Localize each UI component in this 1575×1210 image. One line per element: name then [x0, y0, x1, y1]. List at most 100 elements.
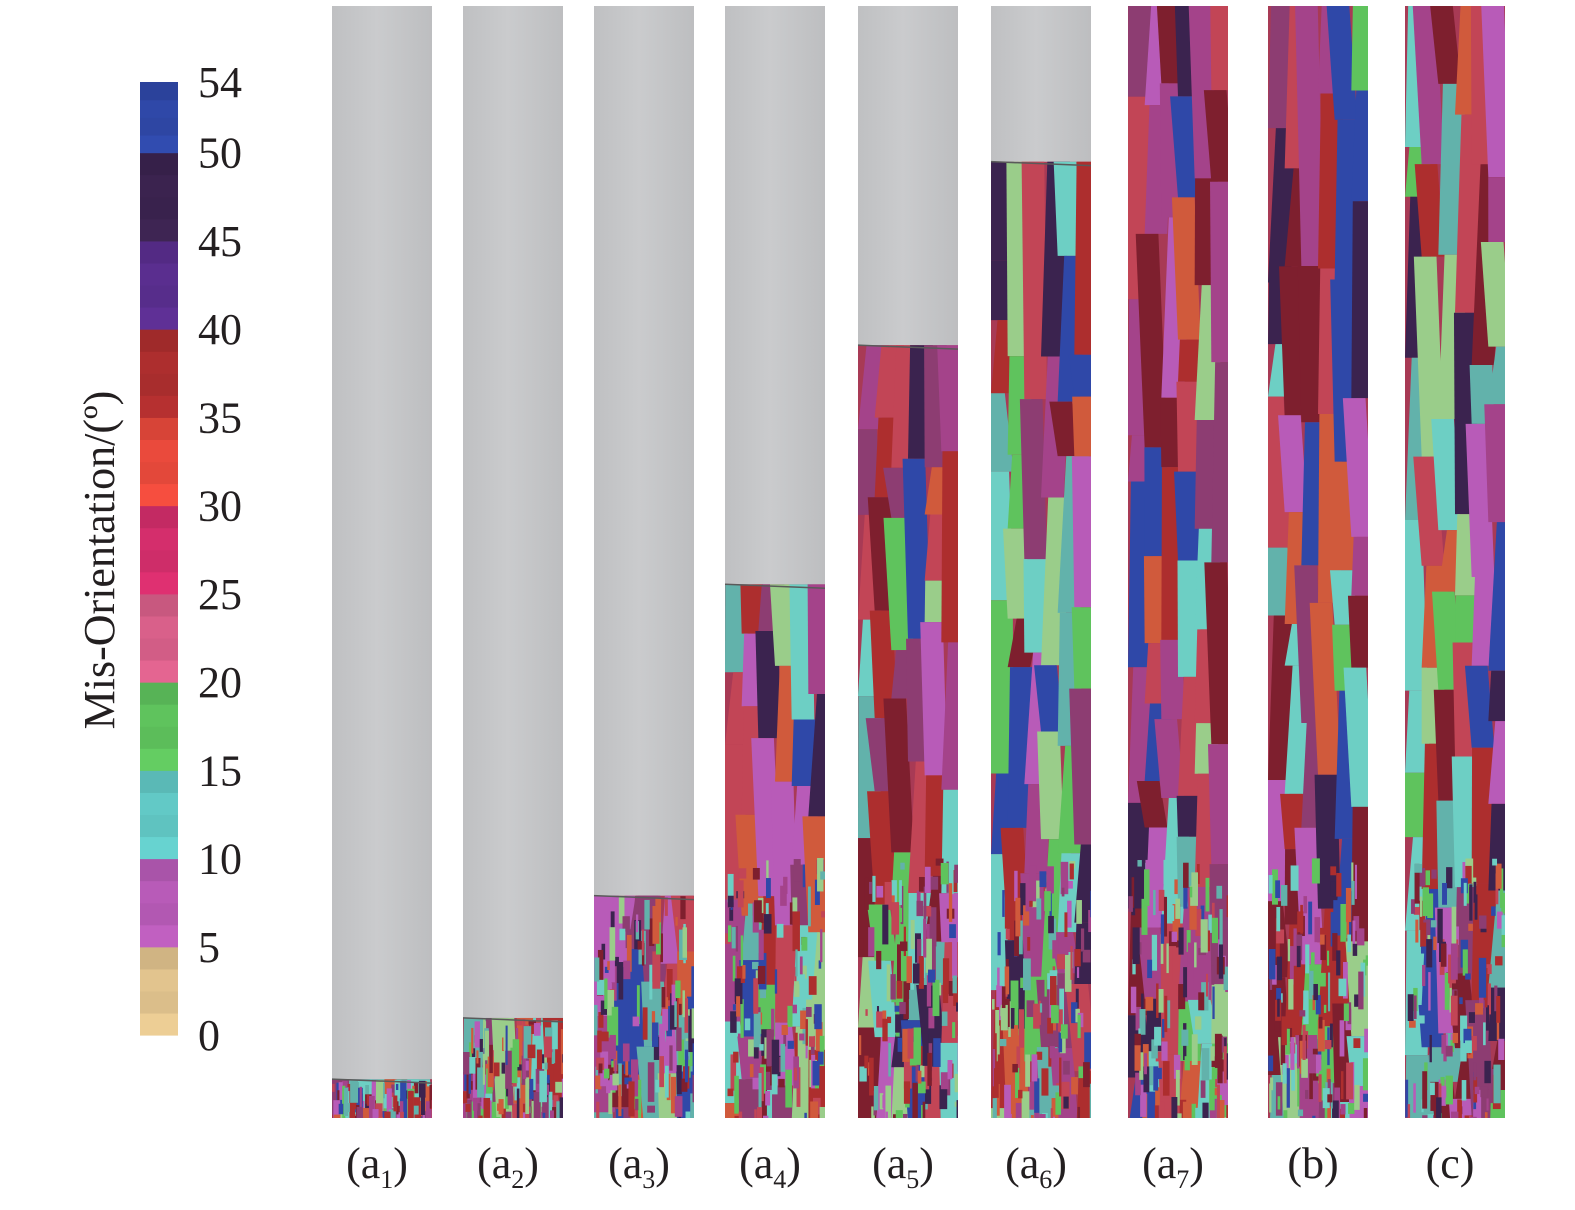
fine-grain	[1289, 946, 1294, 985]
fine-grain	[482, 1053, 486, 1085]
fine-grain	[1346, 1062, 1354, 1100]
grain	[1074, 161, 1091, 355]
fine-grain	[1209, 1079, 1215, 1111]
fine-grain	[744, 1018, 751, 1031]
fine-grain	[638, 1088, 642, 1118]
fine-grain	[1336, 950, 1341, 976]
colorbar-band	[140, 659, 178, 683]
colorbar-band	[140, 82, 178, 101]
fine-grain	[652, 1022, 659, 1047]
fine-grain	[1474, 894, 1478, 920]
fine-grain	[1186, 930, 1191, 952]
fine-grain	[548, 1091, 553, 1118]
fine-grain	[818, 960, 822, 969]
fine-grain	[429, 1085, 432, 1109]
colorbar-band	[140, 858, 178, 882]
fine-grain	[1281, 1016, 1287, 1046]
fine-grain	[618, 962, 624, 1000]
fine-grain	[597, 949, 604, 980]
fine-grain	[776, 923, 784, 938]
fine-grain	[1130, 986, 1137, 1014]
colorbar-band	[140, 461, 178, 485]
fine-grain	[507, 1085, 514, 1106]
grain	[1278, 415, 1308, 513]
fine-grain	[999, 985, 1003, 1021]
fine-grain	[1030, 1115, 1034, 1118]
fine-grain	[1135, 1072, 1141, 1096]
grain	[1034, 665, 1064, 732]
grain	[1295, 6, 1324, 266]
fine-grain	[1463, 882, 1467, 906]
grain	[1351, 90, 1368, 202]
fine-grain	[1088, 909, 1091, 933]
grain	[1187, 999, 1218, 1044]
fine-grain	[362, 1108, 371, 1118]
fine-grain	[1484, 1112, 1488, 1118]
colorbar-tick-label: 25	[198, 570, 242, 619]
panel-label: (a1)	[346, 1139, 408, 1194]
fine-grain	[542, 1097, 549, 1118]
fine-grain	[1210, 1046, 1215, 1061]
fine-grain	[1354, 1084, 1360, 1110]
grain-region	[1128, 6, 1228, 1118]
fine-grain	[1074, 949, 1081, 967]
fine-grain	[996, 1025, 1000, 1062]
fine-grain	[598, 1012, 604, 1028]
fine-grain	[1501, 925, 1505, 948]
fine-grain	[732, 955, 736, 982]
fine-grain	[1216, 885, 1223, 899]
fine-grain	[1446, 867, 1453, 889]
panel-label: (a4)	[739, 1139, 801, 1194]
fine-grain	[647, 1105, 655, 1113]
fine-grain	[794, 1067, 798, 1081]
fine-grain	[529, 1113, 532, 1118]
panel-9: (c)	[1405, 6, 1505, 1188]
fine-grain	[1450, 1111, 1459, 1118]
fine-grain	[1430, 920, 1437, 928]
fine-grain	[408, 1091, 414, 1118]
fine-grain	[787, 1005, 793, 1027]
fine-grain	[1340, 1104, 1346, 1115]
fine-grain	[1140, 1084, 1147, 1117]
fine-grain	[559, 1097, 563, 1118]
fine-grain	[1437, 908, 1443, 944]
fine-grain	[1268, 875, 1273, 894]
fine-grain	[682, 927, 688, 958]
fine-grain	[956, 1002, 958, 1012]
colorbar-band	[140, 483, 178, 507]
fine-grain	[1297, 1068, 1300, 1107]
fine-grain	[1171, 931, 1178, 942]
fine-grain	[1438, 1079, 1447, 1106]
grain	[1174, 471, 1201, 561]
fine-grain	[472, 1071, 478, 1110]
fine-grain	[1418, 1015, 1425, 1024]
grain	[791, 719, 817, 787]
fine-grain	[759, 1012, 763, 1025]
fine-grain	[1018, 920, 1023, 955]
fine-grain	[738, 1111, 743, 1118]
grain-region	[1405, 6, 1505, 1118]
fine-grain	[1429, 1082, 1435, 1101]
fine-grain	[917, 1081, 926, 1094]
fine-grain	[921, 1105, 924, 1119]
fine-grain	[912, 963, 920, 984]
fine-grain	[912, 1082, 918, 1119]
fine-grain	[1171, 905, 1175, 922]
fine-grain	[547, 1084, 550, 1096]
grain	[1053, 161, 1081, 256]
fine-grain	[552, 1107, 557, 1118]
fine-grain	[1076, 900, 1082, 924]
fine-grain	[948, 883, 953, 922]
fine-grain	[882, 1094, 885, 1109]
fine-grain	[1268, 949, 1276, 980]
colorbar-band	[140, 770, 178, 793]
fine-grain	[356, 1106, 364, 1118]
fine-grain	[1162, 1061, 1170, 1096]
fine-grain	[1200, 919, 1208, 953]
fine-grain	[1292, 1008, 1297, 1035]
grain	[1128, 6, 1151, 97]
fine-grain	[730, 1011, 737, 1033]
fine-grain	[1217, 1058, 1223, 1084]
fine-grain	[596, 1101, 600, 1118]
fine-grain	[687, 996, 693, 1010]
